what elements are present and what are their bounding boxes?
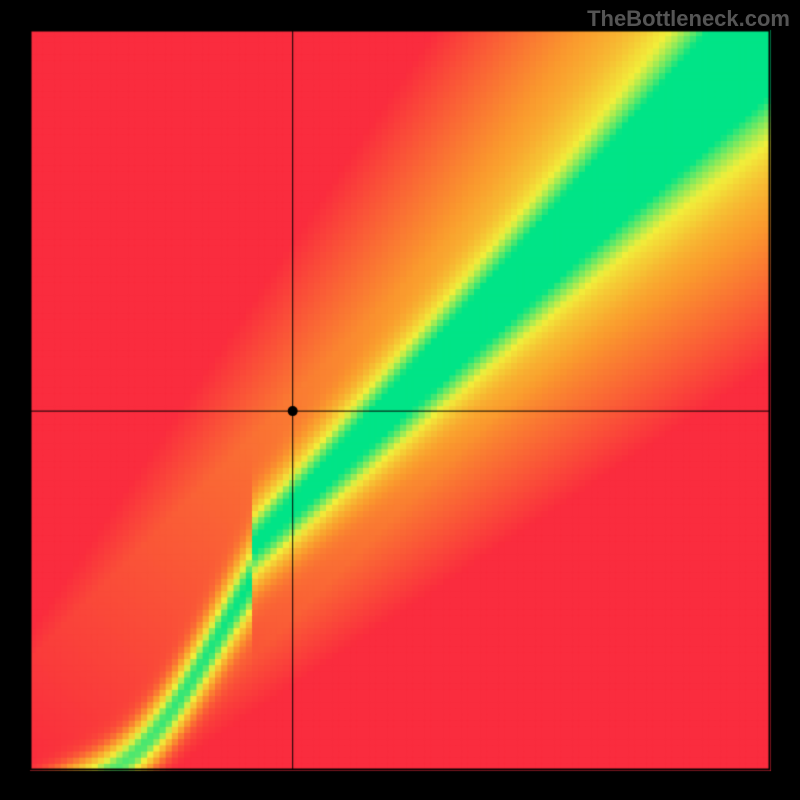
chart-container: TheBottleneck.com — [0, 0, 800, 800]
heatmap-canvas — [0, 0, 800, 800]
watermark-text: TheBottleneck.com — [587, 6, 790, 32]
